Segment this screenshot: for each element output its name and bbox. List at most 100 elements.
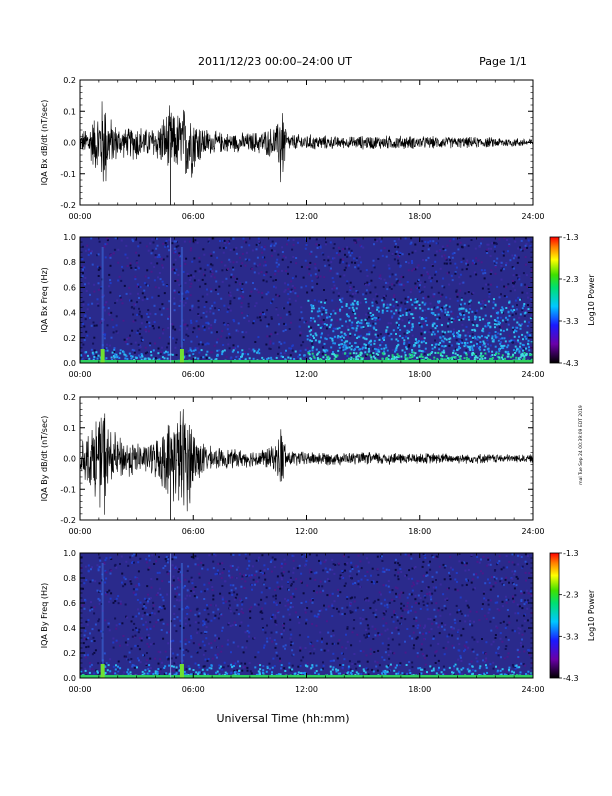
spectrogram-cell [523, 303, 525, 305]
spectrogram-cell [423, 638, 425, 640]
spectrogram-cell [160, 353, 162, 355]
spectrogram-cell [309, 553, 311, 555]
spectrogram-cell [389, 304, 391, 306]
spectrogram-cell [134, 352, 136, 354]
spectrogram-cell [302, 341, 304, 343]
spectrogram-cell [449, 259, 451, 261]
spectrogram-cell [525, 338, 527, 340]
spectrogram-cell [252, 349, 254, 351]
spectrogram-cell [146, 321, 148, 323]
spectrogram-cell [469, 623, 471, 625]
spectrogram-cell [248, 244, 250, 246]
spectrogram-cell [476, 654, 478, 656]
spectrogram-cell [325, 309, 327, 311]
spectrogram-cell [93, 284, 95, 286]
spectrogram-cell [358, 349, 360, 351]
spectrogram-cell [88, 358, 90, 360]
spectrogram-cell [517, 339, 519, 341]
spectrogram-cell [204, 631, 206, 633]
spectrogram-cell [433, 296, 435, 298]
spectrogram-cell [216, 257, 218, 259]
spectrogram-cell [84, 668, 86, 670]
spectrogram-cell [172, 328, 174, 330]
spectrogram-cell [399, 329, 401, 331]
spectrogram-cell [177, 577, 179, 579]
spectrogram-cell [411, 329, 413, 331]
spectrogram-cell [85, 646, 87, 648]
spectrogram-cell [440, 308, 442, 310]
spectrogram-cell [122, 302, 124, 304]
spectrogram-cell [480, 307, 482, 309]
spectrogram-cell [135, 627, 137, 629]
spectrogram-cell [277, 270, 279, 272]
spectrogram-cell [513, 268, 515, 270]
spectrogram-cell [413, 618, 415, 620]
spectrogram-cell [409, 593, 411, 595]
spectrogram-cell [504, 342, 506, 344]
spectrogram-cell [200, 341, 202, 343]
spectrogram-cell [479, 562, 481, 564]
spectrogram-cell [260, 319, 262, 321]
spectrogram-cell [331, 605, 333, 607]
spectrogram-cell [516, 274, 518, 276]
spectrogram-cell [280, 667, 282, 669]
spectrogram-cell [451, 635, 453, 637]
spectrogram-cell [360, 650, 362, 652]
spectrogram-cell [432, 313, 434, 315]
spectrogram-cell [254, 656, 256, 658]
spectrogram-cell [148, 646, 150, 648]
spectrogram-cell [314, 572, 316, 574]
spectrogram-cell [327, 650, 329, 652]
spectrogram-cell [171, 242, 173, 244]
spectrogram-cell [358, 239, 360, 241]
spectrogram-cell [230, 310, 232, 312]
spectrogram-cell [444, 338, 446, 340]
spectrogram-cell [345, 267, 347, 269]
spectrogram-cell [370, 356, 372, 358]
spectrogram-cell [464, 342, 466, 344]
spectrogram-cell [344, 254, 346, 256]
x-tick-label: 18:00 [408, 212, 431, 221]
spectrogram-cell [519, 246, 521, 248]
spectrogram-cell [319, 631, 321, 633]
spectrogram-cell [490, 315, 492, 317]
spectrogram-cell [526, 608, 528, 610]
spectrogram-cell [190, 294, 192, 296]
spectrogram-cell [439, 342, 441, 344]
spectrogram-cell [250, 670, 252, 672]
spectrogram-cell [283, 323, 285, 325]
spectrogram-cell [408, 253, 410, 255]
spectrogram-cell [288, 662, 290, 664]
spectrogram-cell [479, 337, 481, 339]
spectrogram-cell [334, 287, 336, 289]
spectrogram-cell [484, 325, 486, 327]
spectrogram-cell [469, 301, 471, 303]
spectrogram-cell [468, 316, 470, 318]
spectrogram-cell [420, 282, 422, 284]
spectrogram-cell [292, 606, 294, 608]
spectrogram-cell [360, 617, 362, 619]
spectrogram-cell [325, 243, 327, 245]
spectrogram-cell [368, 635, 370, 637]
spectrogram-cell [339, 310, 341, 312]
spectrogram-cell [84, 608, 86, 610]
spectrogram-cell [106, 591, 108, 593]
spectrogram-cell [214, 321, 216, 323]
spectrogram-cell [290, 641, 292, 643]
spectrogram-cell [428, 248, 430, 250]
spectrogram-cell [504, 295, 506, 297]
spectrogram-cell [85, 621, 87, 623]
spectrogram-cell [484, 272, 486, 274]
spectrogram-cell [518, 278, 520, 280]
spectrogram-cell [358, 570, 360, 572]
spectrogram-cell [221, 645, 223, 647]
spectrogram-cell [130, 580, 132, 582]
spectrogram-cell [134, 635, 136, 637]
spectrogram-cell [524, 321, 526, 323]
spectrogram-cell [449, 306, 451, 308]
spectrogram-cell [109, 314, 111, 316]
spectrogram-cell [351, 663, 353, 665]
spectrogram-cell [343, 658, 345, 660]
spectrogram-cell [444, 306, 446, 308]
spectrogram-cell [382, 618, 384, 620]
